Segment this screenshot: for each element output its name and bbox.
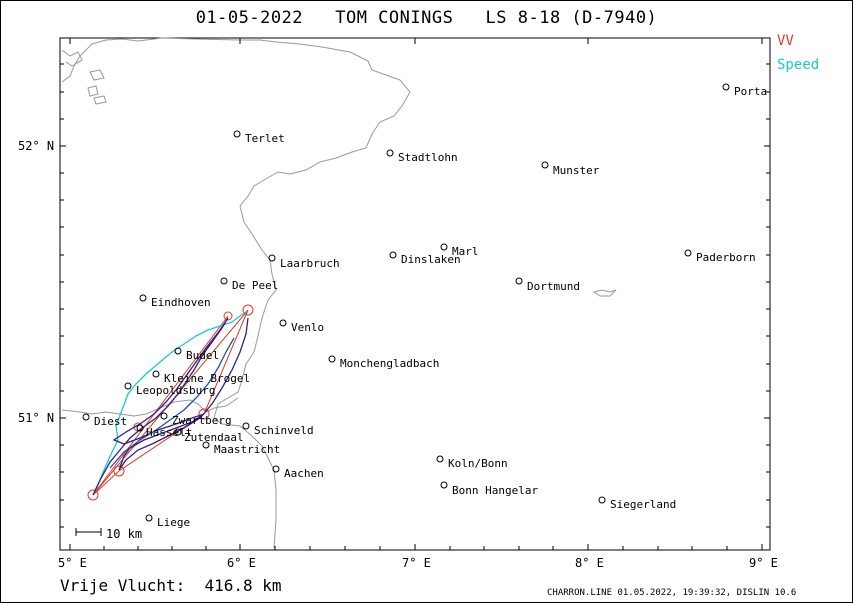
city-marker-leopoldsburg bbox=[124, 382, 132, 390]
city-label-schinveld: Schinveld bbox=[254, 424, 314, 437]
city-marker-diest bbox=[82, 413, 90, 421]
city-marker-stadtlohn bbox=[386, 149, 394, 157]
city-label-aachen: Aachen bbox=[284, 467, 324, 480]
turnpoint-5 bbox=[223, 311, 233, 321]
city-label-siegerland: Siegerland bbox=[610, 498, 676, 511]
city-marker-bonn-hangelar bbox=[440, 481, 448, 489]
island-3 bbox=[93, 95, 107, 105]
task-leg bbox=[92, 315, 229, 496]
island-1 bbox=[89, 69, 105, 81]
city-label-hasselt: Hasselt bbox=[146, 426, 192, 439]
city-marker-dinslaken bbox=[389, 251, 397, 259]
city-marker-dortmund bbox=[515, 277, 523, 285]
city-marker-kleine-brogel bbox=[152, 370, 160, 378]
lat-label-52: 52° N bbox=[18, 139, 54, 153]
city-marker-munster bbox=[541, 161, 549, 169]
city-marker-aachen bbox=[272, 465, 280, 473]
city-label-zutendaal: Zutendaal bbox=[184, 431, 244, 444]
flight-title: 01-05-2022 TOM CONINGS LS 8-18 (D-7940) bbox=[195, 8, 658, 28]
city-label-paderborn: Paderborn bbox=[696, 251, 756, 264]
axis-ticks bbox=[60, 38, 770, 550]
turnpoint-start bbox=[87, 489, 99, 501]
city-label-munster: Munster bbox=[553, 164, 600, 177]
city-label-venlo: Venlo bbox=[291, 321, 324, 334]
free-flight-distance: Vrije Vlucht: 416.8 km bbox=[60, 576, 282, 595]
lat-label-51: 51° N bbox=[18, 411, 54, 425]
turnpoint-4 bbox=[198, 408, 210, 420]
track-blue-segment bbox=[109, 337, 235, 469]
city-label-liege: Liege bbox=[157, 516, 190, 529]
city-label-laarbruch: Laarbruch bbox=[280, 257, 340, 270]
city-marker-schinveld bbox=[242, 422, 250, 430]
city-marker-hasselt bbox=[136, 424, 144, 432]
city-label-de-peel: De Peel bbox=[232, 279, 278, 292]
city-marker-eindhoven bbox=[139, 294, 147, 302]
track-main bbox=[92, 317, 249, 496]
city-marker-budel bbox=[174, 347, 182, 355]
scale-bar bbox=[75, 528, 102, 536]
legend-speed: Speed bbox=[777, 57, 820, 73]
city-marker-marl bbox=[440, 243, 448, 251]
city-label-koln-bonn: Koln/Bonn bbox=[448, 457, 508, 470]
city-labels: Porta Terlet Stadtlohn Munster Marl Dins… bbox=[94, 85, 767, 529]
turnpoint-3 bbox=[242, 304, 254, 316]
lon-label-8: 8° E bbox=[575, 556, 604, 570]
city-label-monchengladbach: Monchengladbach bbox=[340, 357, 439, 370]
borders bbox=[61, 37, 617, 549]
flight-track bbox=[92, 311, 249, 496]
city-label-marl: Marl bbox=[452, 245, 479, 258]
city-label-dinslaken: Dinslaken bbox=[401, 253, 461, 266]
city-marker-monchengladbach bbox=[328, 355, 336, 363]
lon-label-9: 9° E bbox=[749, 556, 778, 570]
city-marker-laarbruch bbox=[268, 254, 276, 262]
city-marker-maastricht bbox=[202, 441, 210, 449]
city-marker-zutendaal bbox=[174, 428, 182, 436]
city-marker-siegerland bbox=[598, 496, 606, 504]
city-marker-zwartberg bbox=[160, 412, 168, 420]
city-marker-koln-bonn bbox=[436, 455, 444, 463]
city-marker-de-peel bbox=[220, 277, 228, 285]
city-marker-terlet bbox=[233, 130, 241, 138]
city-label-bonn-hangelar: Bonn Hangelar bbox=[452, 484, 538, 497]
city-label-leopoldsburg: Leopoldsburg bbox=[136, 384, 215, 397]
city-label-budel: Budel bbox=[186, 349, 219, 362]
legend-vv: VV bbox=[777, 33, 794, 49]
city-label-porta: Porta bbox=[734, 85, 767, 98]
city-marker-venlo bbox=[279, 319, 287, 327]
lon-label-5: 5° E bbox=[58, 556, 87, 570]
lake bbox=[592, 289, 617, 297]
city-label-zwartberg: Zwartberg bbox=[172, 414, 232, 427]
city-label-maastricht: Maastricht bbox=[214, 443, 280, 456]
credit-line: CHARRON.LINE 01.05.2022, 19:39:32, DISLI… bbox=[547, 588, 797, 598]
city-label-stadtlohn: Stadtlohn bbox=[398, 151, 458, 164]
city-marker-porta bbox=[722, 83, 730, 91]
lon-label-6: 6° E bbox=[227, 556, 256, 570]
city-label-diest: Diest bbox=[94, 415, 127, 428]
scale-bar-label: 10 km bbox=[106, 527, 142, 541]
city-markers bbox=[82, 83, 730, 522]
plot-area bbox=[59, 37, 771, 551]
coast-1 bbox=[61, 49, 83, 67]
turnpoint-2 bbox=[113, 465, 125, 477]
city-label-dortmund: Dortmund bbox=[527, 280, 580, 293]
city-label-kleine-brogel: Kleine Brogel bbox=[164, 372, 250, 385]
track-speed-segment bbox=[95, 311, 247, 491]
city-label-eindhoven: Eindhoven bbox=[151, 296, 211, 309]
lon-label-7: 7° E bbox=[402, 556, 431, 570]
city-marker-liege bbox=[145, 514, 153, 522]
island-2 bbox=[87, 85, 99, 97]
city-label-terlet: Terlet bbox=[245, 132, 285, 145]
city-marker-paderborn bbox=[684, 249, 692, 257]
